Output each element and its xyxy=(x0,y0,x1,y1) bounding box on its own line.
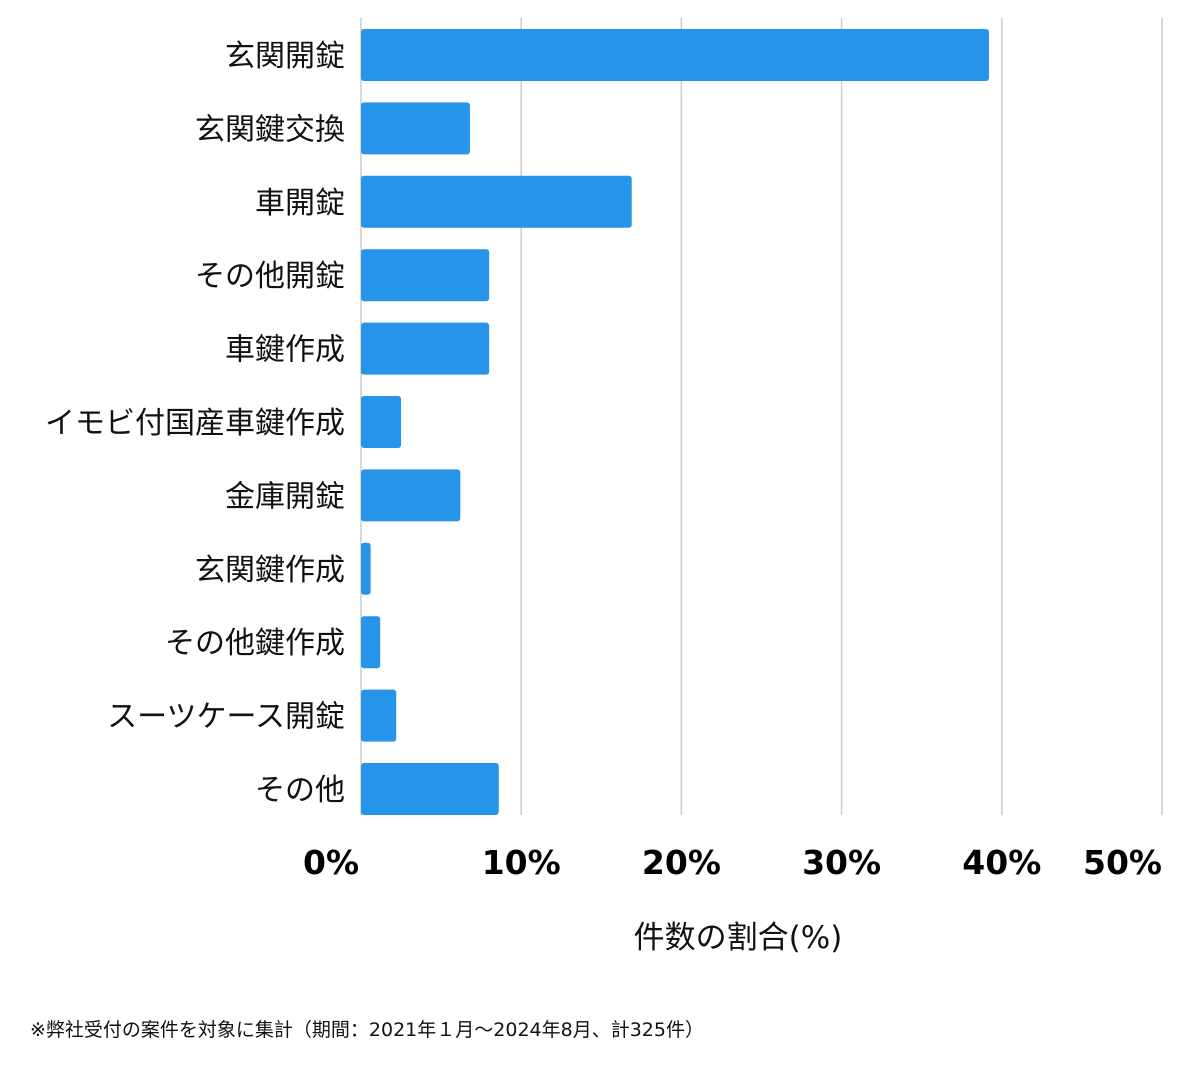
bar xyxy=(361,763,499,815)
bar xyxy=(361,102,470,155)
x-tick-label: 20% xyxy=(642,843,721,882)
category-label: 車鍵作成 xyxy=(225,333,345,368)
x-tick-label: 10% xyxy=(482,843,561,882)
category-label: 玄関鍵作成 xyxy=(195,553,345,588)
x-tick-label: 0% xyxy=(303,843,359,882)
footnote: ※弊社受付の案件を対象に集計（期間：2021年１月〜2024年8月、計325件） xyxy=(30,1019,704,1041)
x-axis-title: 件数の割合(%) xyxy=(634,920,843,956)
category-label: その他開錠 xyxy=(195,259,345,294)
category-label: 車開錠 xyxy=(255,186,345,221)
category-label: その他 xyxy=(255,773,345,808)
bar xyxy=(361,689,397,742)
category-label: 玄関鍵交換 xyxy=(195,112,345,147)
grid-lines xyxy=(360,18,1163,815)
bar xyxy=(361,29,989,81)
bar xyxy=(361,249,490,302)
x-tick-label: 50% xyxy=(1083,843,1162,882)
x-tick-label: 40% xyxy=(962,843,1041,882)
bar xyxy=(361,469,461,522)
category-label: その他鍵作成 xyxy=(165,626,345,661)
category-label: 金庫開錠 xyxy=(225,479,345,514)
category-label: 玄関開錠 xyxy=(225,39,345,74)
bar xyxy=(361,616,381,669)
bar xyxy=(361,396,402,448)
bar xyxy=(361,322,490,375)
x-tick-labels: 0% 10% 20% 30% 40% 50% xyxy=(303,843,1162,882)
bars xyxy=(361,29,989,815)
category-labels: 玄関開錠玄関鍵交換車開錠その他開錠車鍵作成イモビ付国産車鍵作成金庫開錠玄関鍵作成… xyxy=(45,39,345,808)
bar xyxy=(361,542,371,595)
category-label: イモビ付国産車鍵作成 xyxy=(45,406,345,441)
x-tick-label: 30% xyxy=(802,843,881,882)
bar xyxy=(361,175,632,228)
category-label: スーツケース開錠 xyxy=(107,700,345,735)
